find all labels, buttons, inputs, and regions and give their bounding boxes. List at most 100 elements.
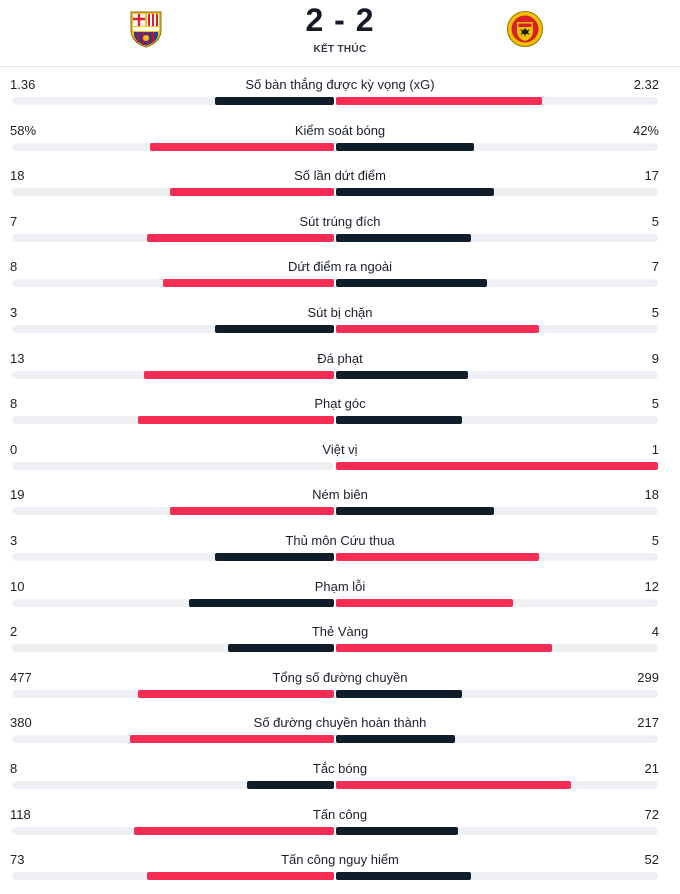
stat-row: 3 Thủ môn Cứu thua 5 (0, 523, 680, 569)
stat-home-track (12, 735, 334, 744)
stat-row: 19 Ném biên 18 (0, 477, 680, 523)
stat-away-value: 1 (651, 441, 659, 457)
stat-away-track (336, 279, 658, 288)
stat-away-value: 12 (644, 578, 659, 594)
stat-away-bar (336, 370, 468, 379)
stat-home-value: 19 (10, 487, 25, 503)
stat-away-track (336, 324, 658, 333)
stat-home-track (12, 97, 334, 105)
stat-home-track (12, 826, 334, 835)
stat-away-value: 5 (651, 396, 659, 412)
stat-home-bar (215, 97, 334, 105)
stat-away-value: 72 (644, 806, 659, 822)
stat-home-value: 13 (10, 350, 25, 366)
stat-home-value: 118 (10, 806, 31, 822)
stat-label: Dứt điểm ra ngoài (287, 259, 393, 275)
stat-home-value: 18 (10, 168, 25, 184)
stat-home-bar (138, 689, 334, 698)
stat-row: 10 Phạm lỗi 12 (0, 569, 680, 615)
stat-home-value: 58% (10, 122, 37, 138)
match-score: 2 - 2 (305, 2, 375, 38)
stat-label: Tắc bóng (312, 760, 368, 776)
stat-home-track (12, 598, 334, 607)
stat-home-track (12, 689, 334, 698)
stat-home-bar (189, 598, 334, 607)
stat-away-track (336, 507, 658, 516)
stat-home-value: 3 (10, 304, 18, 320)
stat-home-bar (147, 872, 334, 881)
stat-label: Kiểm soát bóng (294, 122, 386, 138)
stat-away-bar (336, 233, 471, 242)
stat-home-value: 10 (10, 578, 25, 594)
stat-away-bar (336, 279, 487, 288)
match-status: KẾT THÚC (313, 44, 367, 55)
stat-away-track (336, 644, 658, 653)
stat-home-bar (228, 644, 334, 653)
stat-home-track (12, 142, 334, 151)
stat-home-value: 0 (10, 441, 18, 457)
stat-away-value: 217 (637, 715, 659, 731)
fc-barcelona-crest-icon[interactable] (126, 9, 166, 49)
stat-away-bar (336, 552, 539, 561)
stat-label: Số bàn thắng được kỳ vọng (xG) (245, 77, 435, 92)
stat-row: 380 Số đường chuyền hoàn thành 217 (0, 705, 680, 751)
stat-away-track (336, 188, 658, 197)
stat-label: Đá phạt (317, 350, 363, 366)
stat-label: Ném biên (312, 487, 368, 503)
stat-away-bar (336, 872, 471, 881)
stat-row: 8 Tắc bóng 21 (0, 751, 680, 797)
stat-home-bar (170, 507, 334, 516)
stat-away-track (336, 689, 658, 698)
stat-home-track (12, 552, 334, 561)
stat-home-bar (138, 416, 334, 425)
stat-home-bar (130, 735, 334, 744)
stat-home-track (12, 872, 334, 881)
manchester-united-crest-icon[interactable] (505, 9, 545, 49)
stat-away-bar (336, 735, 455, 744)
stat-label: Tấn công nguy hiểm (281, 852, 399, 868)
stat-away-value: 17 (644, 168, 659, 184)
stat-home-track (12, 233, 334, 242)
stat-home-value: 1.36 (10, 77, 36, 92)
stat-away-value: 21 (644, 760, 659, 776)
stat-row: 73 Tấn công nguy hiểm 52 (0, 842, 680, 888)
stat-away-bar (336, 507, 494, 516)
stat-away-track (336, 97, 658, 105)
stat-away-bar (336, 780, 571, 789)
stat-home-bar (144, 370, 334, 379)
stat-home-value: 73 (10, 852, 25, 868)
stat-row: 58% Kiểm soát bóng 42% (0, 113, 680, 159)
stat-row: 3 Sút bị chặn 5 (0, 295, 680, 341)
stat-home-track (12, 188, 334, 197)
stat-away-value: 5 (651, 304, 659, 320)
stat-home-bar (215, 552, 334, 561)
stat-away-value: 52 (644, 852, 659, 868)
stat-label: Phạm lỗi (314, 578, 366, 594)
stat-away-bar (336, 188, 494, 197)
stat-home-bar (163, 279, 334, 288)
stat-home-bar (170, 188, 334, 197)
stat-away-track (336, 735, 658, 744)
stat-away-value: 18 (644, 487, 659, 503)
stat-away-bar (336, 689, 462, 698)
stat-label: Số đường chuyền hoàn thành (253, 715, 427, 731)
stat-home-track (12, 279, 334, 288)
stat-home-value: 8 (10, 259, 18, 275)
stat-home-track (12, 416, 334, 425)
stat-away-value: 9 (651, 350, 659, 366)
stat-away-value: 5 (651, 532, 659, 548)
stat-away-track (336, 142, 658, 151)
stat-home-value: 2 (10, 624, 18, 640)
stat-away-bar (336, 97, 542, 105)
stat-away-value: 2.32 (633, 77, 659, 92)
stat-home-track (12, 461, 334, 470)
stat-away-bar (336, 142, 474, 151)
stat-away-track (336, 233, 658, 242)
stats-list: 1.36 Số bàn thắng được kỳ vọng (xG) 2.32 58… (0, 67, 680, 888)
stat-away-value: 42% (632, 122, 659, 138)
stat-home-bar (134, 826, 334, 835)
stat-home-track (12, 644, 334, 653)
stat-away-bar (336, 324, 539, 333)
stat-label: Sút bị chặn (307, 304, 373, 320)
stat-away-bar (336, 598, 513, 607)
